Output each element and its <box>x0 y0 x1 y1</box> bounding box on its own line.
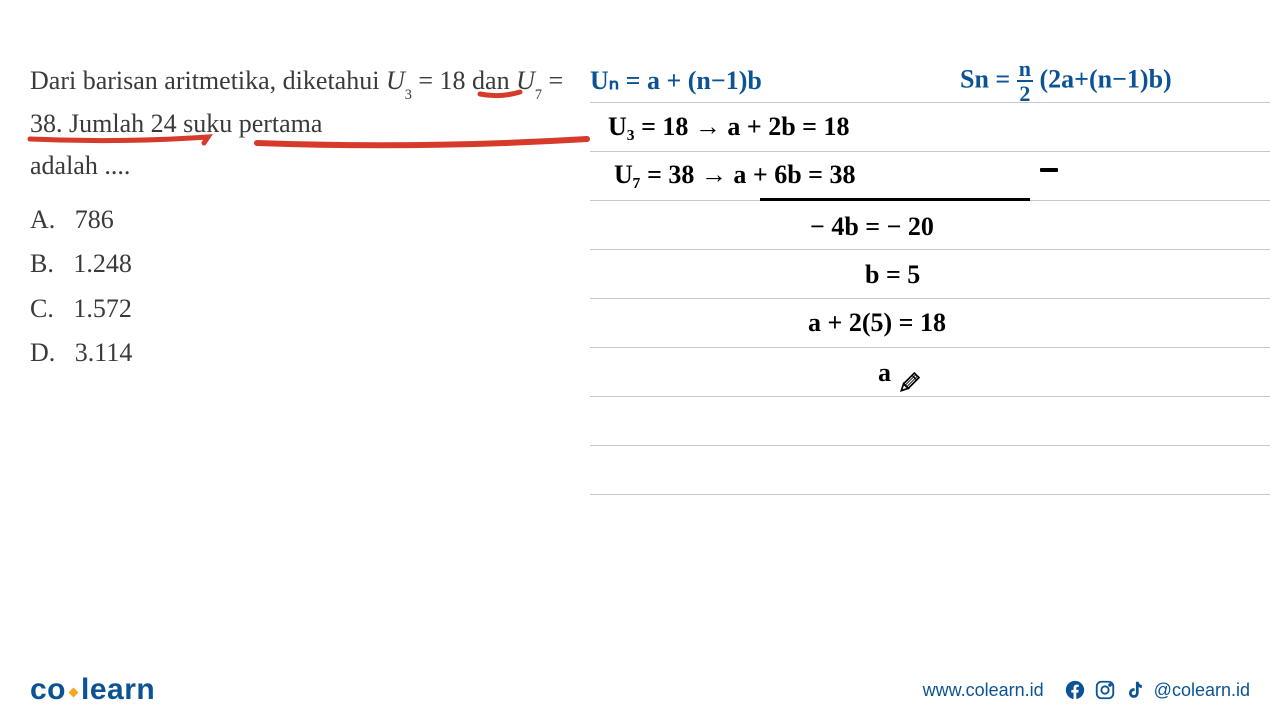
formula-sn-rest: (2a+(n−1)b) <box>1040 64 1172 93</box>
work-sub-result: − 4b = − 20 <box>810 214 934 240</box>
pencil-cursor-icon <box>896 370 922 396</box>
footer: co learn www.colearn.id @colearn.id <box>0 660 1280 720</box>
instagram-icon[interactable] <box>1094 679 1116 701</box>
q-eq1: = <box>412 66 440 95</box>
social-handle[interactable]: @colearn.id <box>1154 680 1250 701</box>
minus-operator <box>1040 168 1058 172</box>
question-text: Dari barisan aritmetika, diketahui U3 = … <box>30 60 570 186</box>
work-a-start: a <box>878 360 891 386</box>
logo: co learn <box>30 673 155 707</box>
choice-b-value: 1.248 <box>73 249 132 278</box>
underline-2 <box>30 133 210 147</box>
choice-b-label: B. <box>30 249 54 278</box>
q-line1-pre: Dari barisan aritmetika, diketahui <box>30 66 386 95</box>
work-area: Uₙ = a + (n−1)b Sn = n 2 (2a+(n−1)b) U₃ … <box>590 60 1270 580</box>
question-area: Dari barisan aritmetika, diketahui U3 = … <box>30 60 570 375</box>
footer-right: www.colearn.id @colearn.id <box>923 679 1250 701</box>
logo-learn: learn <box>81 673 155 707</box>
subtraction-line <box>760 198 1030 201</box>
choice-c: C. 1.572 <box>30 287 570 331</box>
work-u3: U₃ = 18 → a + 2b = 18 <box>608 114 849 140</box>
q-u3-symbol: U <box>386 66 405 95</box>
choice-c-label: C. <box>30 294 54 323</box>
footer-url[interactable]: www.colearn.id <box>923 680 1044 701</box>
work-u7: U₇ = 38 → a + 6b = 38 <box>614 162 855 188</box>
formula-sn-frac: n 2 <box>1017 58 1033 105</box>
formula-sn-num: n <box>1017 58 1033 82</box>
answer-choices: A. 786 B. 1.248 C. 1.572 D. 3.114 <box>30 198 570 375</box>
choice-a: A. 786 <box>30 198 570 242</box>
work-a-sub: a + 2(5) = 18 <box>808 310 946 336</box>
formula-un: Uₙ = a + (n−1)b <box>590 68 762 94</box>
q-sub3: 3 <box>405 87 412 103</box>
formula-sn-prefix: Sn = <box>960 64 1010 93</box>
formula-sn: Sn = n 2 (2a+(n−1)b) <box>960 58 1172 105</box>
choice-d: D. 3.114 <box>30 331 570 375</box>
logo-co: co <box>30 673 66 707</box>
underline-1 <box>480 88 520 100</box>
q-sub7: 7 <box>535 87 542 103</box>
social-icons: @colearn.id <box>1064 679 1250 701</box>
choice-d-value: 3.114 <box>75 338 133 367</box>
facebook-icon[interactable] <box>1064 679 1086 701</box>
tiktok-icon[interactable] <box>1124 679 1146 701</box>
choice-d-label: D. <box>30 338 55 367</box>
logo-dot-icon <box>69 687 79 697</box>
underline-3 <box>257 135 587 151</box>
formula-sn-den: 2 <box>1017 82 1033 105</box>
work-b-value: b = 5 <box>865 262 920 288</box>
choice-a-value: 786 <box>75 205 114 234</box>
choice-a-label: A. <box>30 205 55 234</box>
choice-b: B. 1.248 <box>30 242 570 286</box>
choice-c-value: 1.572 <box>73 294 132 323</box>
